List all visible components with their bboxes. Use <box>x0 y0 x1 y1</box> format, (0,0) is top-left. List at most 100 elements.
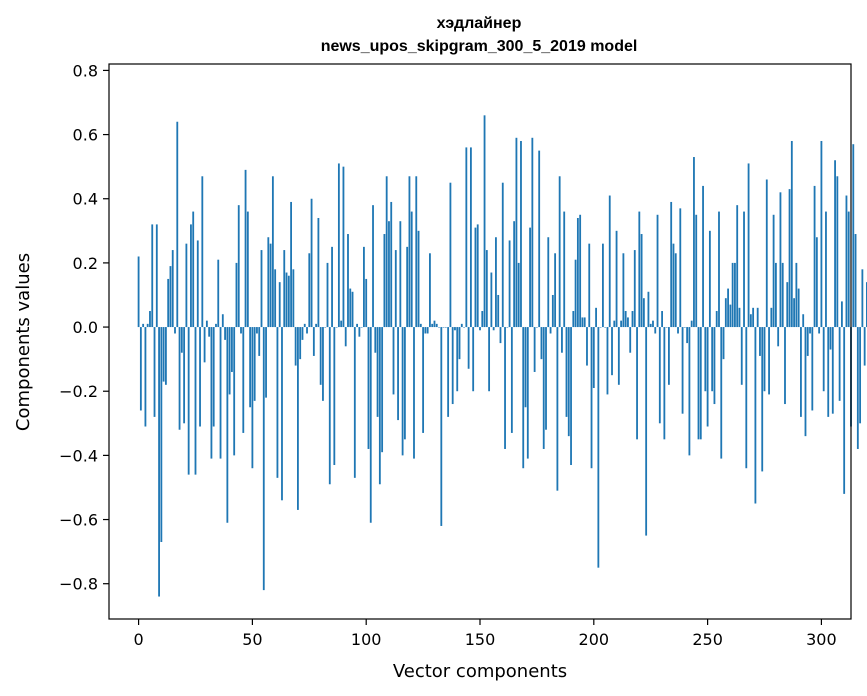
bar-292 <box>802 314 805 328</box>
bar-179 <box>545 327 547 430</box>
x-tick-label-4: 200 <box>579 630 610 649</box>
bar-5 <box>149 311 151 328</box>
bar-7 <box>153 327 156 417</box>
bar-200 <box>592 327 595 389</box>
bar-231 <box>663 327 666 440</box>
bar-180 <box>547 237 550 328</box>
bar-101 <box>367 327 370 449</box>
y-tick-label-0: −0.8 <box>59 575 98 594</box>
bar-61 <box>276 327 279 478</box>
bar-294 <box>806 327 809 356</box>
bar-268 <box>747 163 750 328</box>
bar-287 <box>790 140 793 328</box>
bar-230 <box>661 311 663 328</box>
bar-281 <box>777 327 780 347</box>
bar-186 <box>561 327 563 353</box>
bar-243 <box>690 320 693 328</box>
bar-15 <box>171 250 174 328</box>
bar-121 <box>413 327 415 459</box>
bar-198 <box>588 243 591 328</box>
bar-157 <box>495 237 497 328</box>
bar-165 <box>513 221 516 328</box>
bar-274 <box>761 327 764 472</box>
bar-298 <box>815 237 818 328</box>
bar-134 <box>442 327 445 328</box>
bars-group <box>137 115 867 597</box>
bar-115 <box>399 221 402 328</box>
bar-246 <box>697 327 700 440</box>
y-tick-label-1: −0.6 <box>59 511 98 530</box>
bar-131 <box>435 323 438 328</box>
bar-242 <box>688 327 691 456</box>
bar-118 <box>406 246 409 328</box>
bar-269 <box>749 314 752 328</box>
bar-163 <box>508 240 511 328</box>
bar-228 <box>656 214 659 328</box>
bar-78 <box>315 323 318 328</box>
bar-53 <box>258 327 261 356</box>
bar-271 <box>754 327 757 504</box>
x-tick-label-6: 300 <box>806 630 837 649</box>
bar-40 <box>228 327 231 395</box>
bar-17 <box>176 121 179 328</box>
bar-225 <box>649 323 652 328</box>
bar-137 <box>449 182 452 328</box>
bar-181 <box>549 327 552 334</box>
bar-147 <box>472 327 475 392</box>
bar-57 <box>267 237 270 328</box>
bar-107 <box>381 327 384 453</box>
bar-143 <box>463 327 465 328</box>
bar-310 <box>843 327 846 494</box>
bar-16 <box>174 327 176 334</box>
bar-183 <box>554 253 557 328</box>
bar-270 <box>752 307 755 328</box>
y-tick-label-4: 0.0 <box>73 318 98 337</box>
bar-303 <box>827 327 830 417</box>
bar-63 <box>281 327 283 501</box>
bar-171 <box>526 327 529 459</box>
bar-219 <box>636 327 638 440</box>
bar-191 <box>572 311 575 328</box>
bar-244 <box>693 157 695 328</box>
bar-237 <box>677 327 679 334</box>
bar-13 <box>167 278 170 328</box>
bar-160 <box>501 182 504 328</box>
bar-201 <box>595 307 597 328</box>
bar-138 <box>451 327 454 405</box>
bar-28 <box>201 176 204 328</box>
bar-51 <box>253 327 256 401</box>
bar-232 <box>665 327 668 328</box>
bar-239 <box>681 327 684 414</box>
bar-279 <box>772 214 775 328</box>
bar-22 <box>187 327 190 475</box>
bar-306 <box>834 160 836 328</box>
bar-220 <box>638 211 641 328</box>
bar-290 <box>797 288 800 328</box>
bar-285 <box>786 282 789 328</box>
bar-130 <box>433 320 436 328</box>
bar-299 <box>818 327 821 334</box>
bar-148 <box>474 227 477 328</box>
bar-257 <box>722 327 725 360</box>
bar-33 <box>212 327 215 427</box>
bar-317 <box>859 327 862 424</box>
chart-title: хэдлайнер <box>437 15 522 32</box>
bar-149 <box>476 224 479 328</box>
bar-8 <box>155 224 158 328</box>
bar-248 <box>702 185 704 328</box>
y-axis-ticks: −0.8 −0.6 −0.4 −0.2 0.0 0.2 0.4 0.6 0.8 <box>59 61 109 594</box>
bar-155 <box>490 272 493 328</box>
bar-133 <box>440 327 443 526</box>
bar-218 <box>633 250 636 328</box>
bar-18 <box>178 327 181 430</box>
bar-213 <box>622 253 625 328</box>
bar-142 <box>460 323 463 328</box>
bar-233 <box>668 327 670 385</box>
bar-102 <box>369 327 372 523</box>
bar-214 <box>624 311 627 328</box>
plot-frame <box>108 63 852 620</box>
bar-254 <box>715 311 718 328</box>
bar-106 <box>378 327 381 485</box>
bar-99 <box>363 246 365 328</box>
bar-215 <box>627 317 629 328</box>
